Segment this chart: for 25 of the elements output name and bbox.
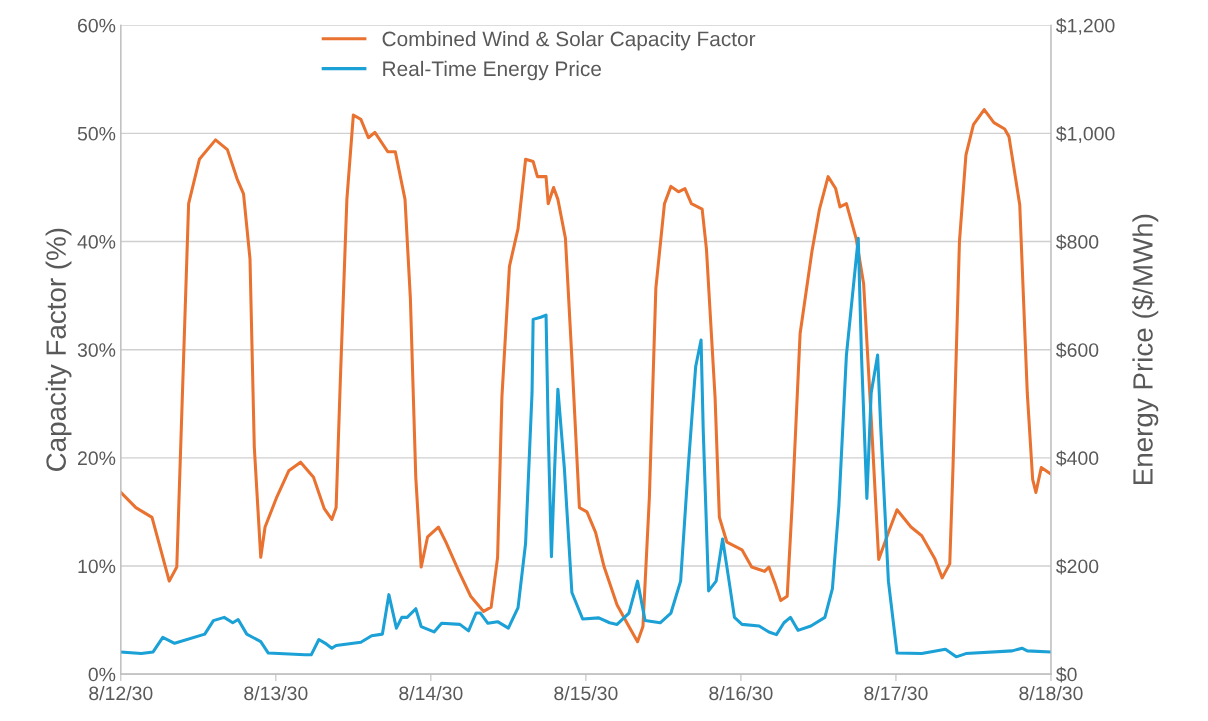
y-tick-label: 0%: [88, 667, 116, 682]
y2-tick-label: $600: [1056, 342, 1099, 359]
y-tick-label: 60%: [78, 18, 116, 33]
y-tick-label: 30%: [77, 343, 116, 357]
y-tick-label: 20%: [78, 451, 116, 466]
y-tick-label: 40%: [77, 235, 116, 249]
legend-label: Combined Wind & Solar Capacity Factor: [382, 31, 756, 51]
x-tick-label: 8/17/30: [864, 685, 928, 701]
y2-tick-label: $200: [1056, 558, 1099, 575]
legend-label: Real-Time Energy Price: [383, 60, 601, 81]
y-axis-title: Capacity Factor (%): [45, 228, 72, 471]
y-tick-label: 10%: [78, 559, 116, 574]
y-tick-label: 50%: [77, 126, 116, 141]
x-tick-label: 8/18/30: [1019, 685, 1083, 701]
y2-axis-title: Energy Price ($/MWh): [1131, 214, 1159, 484]
y2-tick-label: $0: [1056, 666, 1077, 683]
y2-tick-label: $800: [1056, 234, 1099, 250]
x-tick-label: 8/16/30: [709, 685, 773, 701]
x-tick-label: 8/15/30: [554, 685, 618, 701]
y2-tick-label: $400: [1056, 450, 1099, 467]
y2-tick-label: $1,000: [1056, 126, 1115, 143]
x-tick-label: 8/13/30: [244, 685, 308, 701]
x-tick-label: 8/12/30: [89, 685, 153, 701]
y2-tick-label: $1,200: [1056, 17, 1115, 35]
x-tick-label: 8/14/30: [399, 685, 463, 701]
